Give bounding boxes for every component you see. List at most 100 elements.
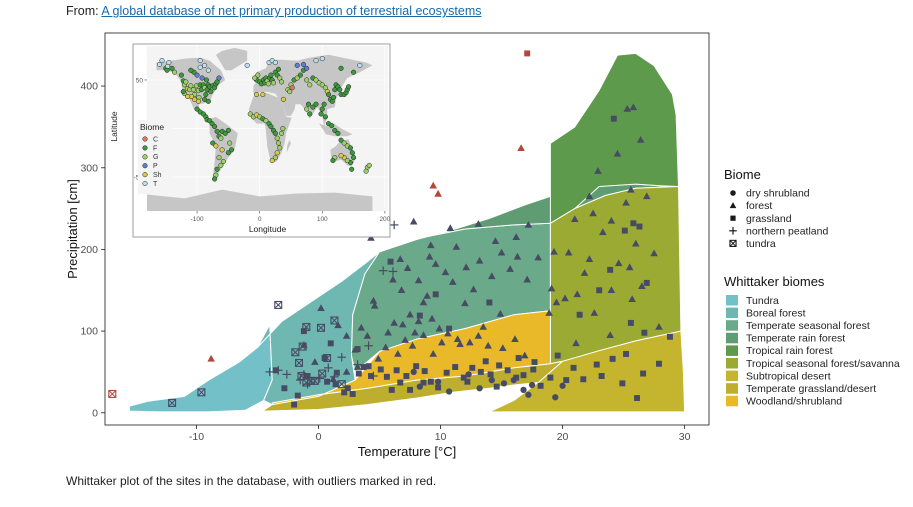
legend-triangle-icon (729, 202, 737, 209)
y-tick-label: 400 (80, 81, 98, 93)
cross-b (337, 380, 346, 388)
data-point (429, 349, 438, 357)
inset-site-point (197, 58, 203, 64)
legend-swatch-temperate-grassland-desert (726, 383, 738, 394)
data-point (330, 372, 339, 382)
data-point (469, 285, 478, 293)
data-point (598, 373, 605, 379)
x-tick-label: -10 (189, 431, 204, 443)
inset-legend-label: T (153, 181, 158, 188)
inset-site-point (219, 147, 225, 153)
legend-whittaker-entry: Temperate grassland/desert (746, 383, 876, 395)
data-point (398, 320, 407, 328)
data-point (377, 366, 384, 373)
data-point (627, 319, 634, 326)
data-point (431, 260, 440, 267)
data-point (596, 287, 603, 294)
landmass-madagascar (286, 140, 291, 153)
data-point (311, 358, 319, 365)
inset-y-tick-label: 50 (136, 77, 144, 84)
data-point (428, 314, 436, 322)
data-point (273, 365, 283, 375)
inset-y-axis-label: Latitude (109, 111, 119, 142)
data-point (570, 364, 577, 371)
inset-site-point (347, 145, 353, 151)
data-point (302, 322, 311, 332)
data-point (408, 341, 417, 349)
data-point (477, 368, 484, 375)
inset-site-point (289, 85, 295, 91)
data-point (550, 247, 558, 255)
inset-site-point (269, 157, 275, 164)
data-point (370, 301, 379, 309)
legend-whittaker-entry: Tundra (746, 295, 779, 307)
box (291, 348, 300, 357)
data-point (393, 367, 400, 374)
data-point (534, 253, 542, 261)
data-point (609, 355, 616, 362)
data-point (636, 223, 643, 230)
inset-site-point (332, 127, 338, 133)
outlier-point (524, 50, 531, 57)
data-point (420, 379, 427, 386)
inset-site-point (351, 155, 357, 161)
data-point (666, 333, 673, 340)
box (302, 322, 311, 332)
data-point (282, 370, 292, 379)
inset-site-point (178, 72, 184, 78)
inset-site-point (307, 82, 313, 88)
inset-site-point (344, 157, 350, 164)
data-point (641, 329, 648, 336)
outlier-point (434, 189, 442, 197)
data-point (484, 341, 492, 349)
inset-site-point (330, 94, 337, 100)
data-point (434, 378, 442, 385)
inset-site-point (253, 91, 260, 98)
data-point (383, 373, 390, 380)
region-tropical-rain-forest (549, 52, 679, 224)
data-point (304, 373, 311, 379)
data-point (628, 295, 636, 303)
y-tick-label: 300 (80, 162, 98, 174)
inset-site-point (330, 157, 336, 164)
y-tick-label: 100 (80, 326, 98, 338)
outlier-point (517, 144, 525, 151)
legend-whittaker-entry: Boreal forest (746, 307, 806, 319)
legend-swatch-subtropical-desert (726, 370, 738, 382)
box (108, 389, 117, 398)
source-article-link[interactable]: A global database of net primary product… (101, 4, 482, 18)
inset-site-point (329, 123, 335, 129)
data-point (327, 340, 334, 347)
inset-site-point (171, 69, 178, 75)
data-point (511, 335, 519, 343)
inset-site-point (197, 64, 203, 70)
data-point (630, 220, 637, 227)
data-point (512, 233, 521, 240)
data-point (396, 255, 405, 263)
inset-site-point (319, 106, 325, 112)
inset-site-point (272, 130, 278, 136)
data-point (364, 341, 373, 351)
data-point (342, 367, 351, 375)
data-point (443, 369, 450, 376)
data-point (634, 395, 640, 402)
inset-x-tick-label: 200 (379, 216, 390, 223)
legend-whittaker-title: Whittaker biomes (724, 274, 825, 289)
inset-site-point (322, 114, 328, 120)
data-point (437, 338, 446, 346)
landmass-antarctica (147, 189, 373, 211)
inset-legend-label: G (153, 154, 158, 161)
data-point (446, 224, 455, 231)
inset-site-point (321, 101, 327, 107)
data-point (559, 382, 566, 389)
inset-site-point (210, 140, 216, 146)
inset-site-point (304, 106, 310, 112)
data-point (523, 275, 531, 283)
data-point (573, 290, 582, 298)
data-point (401, 336, 409, 343)
data-point (197, 388, 206, 397)
inset-site-point (183, 79, 189, 85)
data-point (337, 352, 347, 362)
inset-site-point (159, 58, 165, 64)
data-point (425, 252, 434, 260)
